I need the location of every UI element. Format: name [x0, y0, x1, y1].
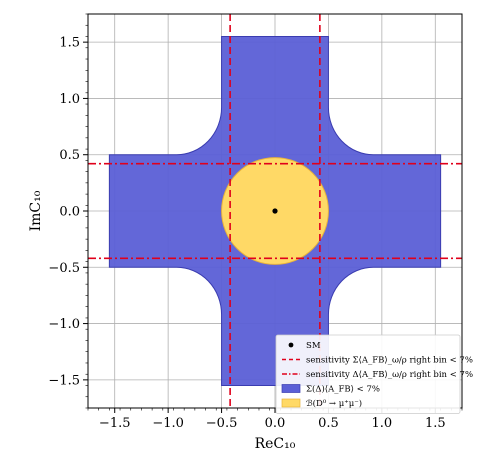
- legend-marker-dot: [288, 342, 294, 348]
- legend-label: Σ(Δ)⟨A_FB⟩ < 7%: [306, 384, 380, 395]
- legend-item: ℬ(D⁰ → μ⁺μ⁻): [281, 398, 362, 409]
- y-tick-label: 1.5: [59, 36, 80, 51]
- legend-label: SM: [306, 341, 321, 351]
- sensitivity-lines: [88, 14, 462, 408]
- legend-item: sensitivity Σ⟨A_FB⟩_ω/ρ right bin < 7%: [282, 356, 473, 366]
- y-tick-label: −1.0: [48, 317, 80, 332]
- sm-layer: [272, 208, 278, 214]
- y-tick-label: −0.5: [48, 261, 80, 276]
- x-tick-label: 1.0: [372, 416, 393, 431]
- x-tick-label: −1.5: [99, 416, 131, 431]
- x-tick-label: 0.5: [318, 416, 339, 431]
- y-axis-label: ImC₁₀: [28, 190, 44, 231]
- x-tick-label: 1.5: [425, 416, 446, 431]
- y-tick-label: 0.0: [59, 205, 80, 220]
- legend-label: sensitivity Σ⟨A_FB⟩_ω/ρ right bin < 7%: [306, 356, 473, 366]
- legend-box: [275, 334, 461, 414]
- y-tick-label: 0.5: [59, 148, 80, 163]
- axis-labels: ReC₁₀ ImC₁₀: [28, 190, 296, 452]
- y-tick-label: 1.0: [59, 92, 80, 107]
- x-tick-label: −1.0: [152, 416, 184, 431]
- legend-marker-yellow-patch: [281, 398, 301, 408]
- legend-label: ℬ(D⁰ → μ⁺μ⁻): [306, 398, 362, 409]
- x-axis-label: ReC₁₀: [255, 436, 296, 452]
- legend-items: SM sensitivity Σ⟨A_FB⟩_ω/ρ right bin < 7%…: [281, 341, 473, 409]
- legend: SM sensitivity Σ⟨A_FB⟩_ω/ρ right bin < 7%…: [275, 334, 473, 414]
- legend-item: SM: [288, 341, 321, 351]
- legend-item: sensitivity Δ⟨A_FB⟩_ω/ρ right bin < 7%: [282, 370, 473, 380]
- legend-label: sensitivity Δ⟨A_FB⟩_ω/ρ right bin < 7%: [306, 370, 473, 380]
- legend-marker-blue-patch: [281, 384, 301, 393]
- y-tick-label: −1.5: [48, 373, 80, 388]
- sm-point: [272, 208, 278, 214]
- ticks-layer: −1.5 −1.0 −0.5 0.0 0.5 1.0 1.5 −1.5 −1.0 −0.5 0.0 0…: [48, 13, 463, 431]
- legend-item: Σ(Δ)⟨A_FB⟩ < 7%: [281, 384, 380, 395]
- x-tick-label: 0.0: [265, 416, 286, 431]
- x-tick-label: −0.5: [206, 416, 238, 431]
